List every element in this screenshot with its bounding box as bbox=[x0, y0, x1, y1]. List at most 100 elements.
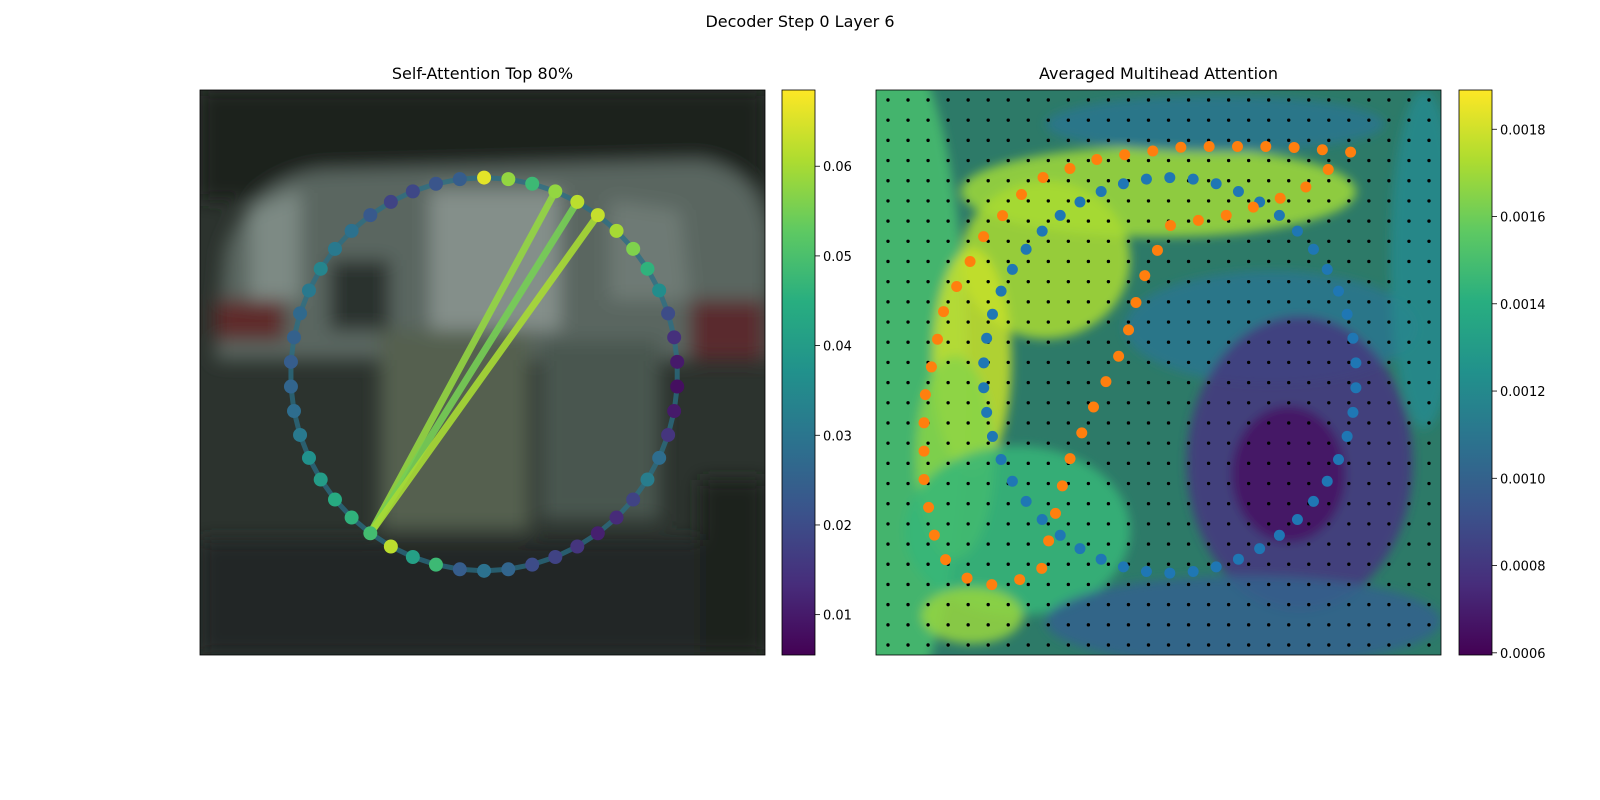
grid-dot bbox=[1066, 602, 1071, 607]
grid-dot bbox=[1206, 380, 1211, 385]
grid-dot bbox=[1367, 199, 1371, 203]
attention-point bbox=[283, 379, 298, 394]
grid-dot bbox=[1166, 199, 1171, 203]
orange-contour-point bbox=[1014, 574, 1026, 586]
grid-dot bbox=[1347, 158, 1351, 163]
grid-dot bbox=[1206, 421, 1211, 425]
grid-dot bbox=[1367, 562, 1371, 566]
grid-dot bbox=[1327, 199, 1331, 203]
grid-dot bbox=[1106, 199, 1111, 203]
grid-dot bbox=[1246, 219, 1251, 223]
grid-dot bbox=[1126, 98, 1131, 102]
grid-dot bbox=[966, 239, 970, 243]
orange-contour-point bbox=[1175, 141, 1187, 153]
grid-dot bbox=[1367, 380, 1371, 385]
grid-dot bbox=[1246, 481, 1251, 486]
grid-dot bbox=[946, 138, 950, 143]
grid-dot bbox=[926, 643, 930, 647]
blue-contour-point bbox=[1006, 263, 1018, 275]
grid-dot bbox=[1387, 158, 1391, 163]
grid-dot bbox=[986, 279, 990, 284]
colorbar-tick-label: 0.0012 bbox=[1500, 385, 1546, 400]
grid-dot bbox=[1086, 98, 1091, 102]
grid-dot bbox=[966, 522, 970, 526]
grid-dot bbox=[1066, 582, 1071, 587]
grid-dot bbox=[1347, 138, 1351, 143]
grid-dot bbox=[1387, 300, 1391, 304]
grid-dot bbox=[1347, 602, 1351, 607]
orange-contour-point bbox=[1123, 324, 1135, 336]
blue-contour-point bbox=[1074, 196, 1086, 208]
grid-dot bbox=[1246, 320, 1251, 324]
grid-dot bbox=[1226, 138, 1231, 143]
grid-dot bbox=[1066, 401, 1071, 405]
orange-contour-point bbox=[1231, 141, 1243, 152]
grid-dot bbox=[1046, 502, 1050, 506]
grid-dot bbox=[1387, 219, 1391, 223]
grid-dot bbox=[1367, 421, 1371, 425]
attention-point bbox=[501, 172, 516, 187]
blue-contour-point bbox=[1054, 529, 1066, 541]
right-colorbar-ticks: 0.0006 0.0008 0.0010 0.0012 0.0014 0.0016 0.00… bbox=[1492, 123, 1546, 662]
grid-dot bbox=[1367, 582, 1371, 587]
grid-dot bbox=[966, 360, 970, 365]
grid-dot bbox=[1106, 158, 1111, 163]
grid-dot bbox=[1267, 401, 1271, 405]
grid-dot bbox=[966, 279, 970, 284]
grid-dot bbox=[1267, 602, 1271, 607]
grid-dot bbox=[1287, 239, 1291, 243]
grid-dot bbox=[1427, 643, 1431, 647]
grid-dot bbox=[1086, 360, 1091, 365]
grid-dot bbox=[1186, 401, 1191, 405]
blue-contour-point bbox=[1117, 561, 1129, 573]
blue-contour-point bbox=[1350, 357, 1362, 369]
grid-dot bbox=[1226, 340, 1231, 344]
grid-dot bbox=[1186, 380, 1191, 385]
grid-dot bbox=[1006, 219, 1010, 223]
grid-dot bbox=[1106, 138, 1111, 143]
blue-contour-point bbox=[1273, 209, 1285, 221]
grid-dot bbox=[966, 158, 970, 163]
grid-dot bbox=[946, 643, 950, 647]
grid-dot bbox=[1026, 118, 1030, 122]
blue-contour-point bbox=[1006, 475, 1018, 487]
grid-dot bbox=[1106, 542, 1111, 546]
right-panel-title: Averaged Multihead Attention bbox=[1039, 64, 1278, 83]
attention-point bbox=[383, 194, 398, 209]
grid-dot bbox=[906, 441, 910, 445]
grid-dot bbox=[1307, 279, 1311, 284]
grid-dot bbox=[1046, 300, 1050, 304]
grid-dot bbox=[1206, 219, 1211, 223]
grid-dot bbox=[1066, 562, 1071, 566]
grid-dot bbox=[1106, 441, 1111, 445]
grid-dot bbox=[1046, 623, 1050, 627]
grid-dot bbox=[926, 199, 930, 203]
orange-contour-point bbox=[1300, 181, 1312, 193]
grid-dot bbox=[1347, 441, 1351, 445]
grid-dot bbox=[1226, 421, 1231, 425]
grid-dot bbox=[1166, 360, 1171, 365]
grid-dot bbox=[986, 643, 990, 647]
orange-contour-point bbox=[1316, 144, 1328, 156]
grid-dot bbox=[1246, 98, 1251, 102]
grid-dot bbox=[1327, 602, 1331, 607]
grid-dot bbox=[1407, 421, 1411, 425]
grid-dot bbox=[1246, 259, 1251, 264]
grid-dot bbox=[1146, 98, 1151, 102]
grid-dot bbox=[1307, 98, 1311, 102]
grid-dot bbox=[1347, 300, 1351, 304]
grid-dot bbox=[1166, 481, 1171, 486]
grid-dot bbox=[886, 320, 890, 324]
grid-dot bbox=[1226, 380, 1231, 385]
blue-contour-point bbox=[1273, 529, 1285, 541]
grid-dot bbox=[906, 562, 910, 566]
grid-dot bbox=[1226, 481, 1231, 486]
orange-contour-point bbox=[1192, 214, 1204, 226]
grid-dot bbox=[1146, 138, 1151, 143]
self-attention-points bbox=[283, 170, 685, 578]
grid-dot bbox=[1086, 279, 1091, 284]
grid-dot bbox=[1327, 401, 1331, 405]
orange-contour-point bbox=[938, 306, 950, 318]
grid-dot bbox=[906, 582, 910, 587]
